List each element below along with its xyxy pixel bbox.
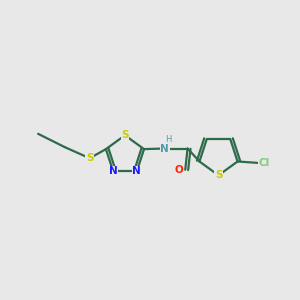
Text: O: O — [175, 165, 184, 175]
Text: H: H — [165, 135, 172, 144]
Text: S: S — [121, 130, 129, 140]
Text: N: N — [160, 143, 169, 154]
Text: S: S — [86, 153, 93, 163]
Text: S: S — [215, 170, 222, 180]
Text: Cl: Cl — [258, 158, 270, 168]
Text: N: N — [109, 167, 118, 176]
Text: N: N — [132, 167, 141, 176]
